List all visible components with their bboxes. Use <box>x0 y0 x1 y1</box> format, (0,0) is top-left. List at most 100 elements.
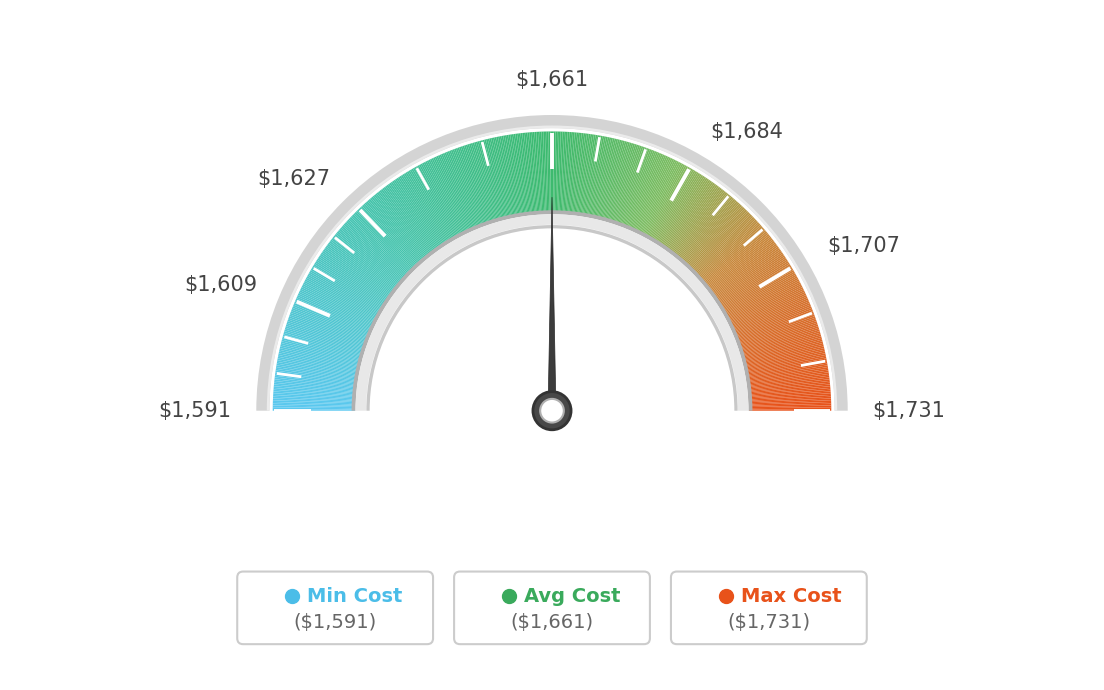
Wedge shape <box>680 199 735 262</box>
Wedge shape <box>726 279 799 319</box>
Wedge shape <box>293 306 369 338</box>
Wedge shape <box>367 201 422 264</box>
Wedge shape <box>658 175 703 245</box>
Wedge shape <box>352 215 412 273</box>
Wedge shape <box>429 159 467 233</box>
Wedge shape <box>679 197 733 260</box>
Wedge shape <box>489 138 509 219</box>
Wedge shape <box>614 146 641 224</box>
Wedge shape <box>510 135 523 216</box>
Wedge shape <box>304 281 378 320</box>
Wedge shape <box>613 145 640 224</box>
Wedge shape <box>285 326 364 352</box>
Wedge shape <box>592 137 609 218</box>
Wedge shape <box>359 208 416 268</box>
Wedge shape <box>289 315 367 344</box>
Wedge shape <box>315 263 385 307</box>
Text: $1,684: $1,684 <box>710 122 783 142</box>
Wedge shape <box>444 152 477 229</box>
Wedge shape <box>373 195 426 259</box>
Wedge shape <box>729 287 804 324</box>
Wedge shape <box>636 158 672 233</box>
Wedge shape <box>638 159 676 234</box>
Wedge shape <box>277 358 359 375</box>
Wedge shape <box>464 145 491 224</box>
Wedge shape <box>316 259 386 305</box>
Wedge shape <box>562 132 567 214</box>
Wedge shape <box>390 183 438 250</box>
Wedge shape <box>639 160 677 235</box>
Wedge shape <box>290 313 368 343</box>
Wedge shape <box>309 272 381 313</box>
Wedge shape <box>719 263 789 307</box>
Wedge shape <box>370 198 424 262</box>
Wedge shape <box>719 261 788 306</box>
Wedge shape <box>282 338 362 360</box>
FancyBboxPatch shape <box>454 571 650 644</box>
Wedge shape <box>435 157 470 232</box>
Wedge shape <box>318 257 388 303</box>
Wedge shape <box>605 141 628 221</box>
Wedge shape <box>273 397 355 402</box>
Wedge shape <box>296 297 372 331</box>
Wedge shape <box>278 353 359 371</box>
Wedge shape <box>406 171 450 242</box>
Wedge shape <box>571 132 580 215</box>
Wedge shape <box>687 207 744 268</box>
Wedge shape <box>739 323 818 350</box>
Wedge shape <box>747 374 829 386</box>
Wedge shape <box>713 251 782 299</box>
Wedge shape <box>601 140 623 220</box>
Wedge shape <box>607 143 631 221</box>
Wedge shape <box>654 171 698 242</box>
Wedge shape <box>591 137 608 217</box>
Wedge shape <box>350 217 410 275</box>
Wedge shape <box>583 135 597 216</box>
Wedge shape <box>332 237 397 289</box>
Wedge shape <box>274 381 355 391</box>
Wedge shape <box>326 245 393 295</box>
Wedge shape <box>737 318 816 346</box>
Wedge shape <box>633 156 668 231</box>
Wedge shape <box>749 393 831 400</box>
Wedge shape <box>749 381 830 391</box>
Wedge shape <box>573 133 584 215</box>
Wedge shape <box>747 372 829 385</box>
Wedge shape <box>355 214 749 411</box>
Wedge shape <box>563 132 570 214</box>
Wedge shape <box>416 166 457 239</box>
Wedge shape <box>320 254 389 301</box>
Wedge shape <box>724 276 797 317</box>
Wedge shape <box>566 132 575 214</box>
Wedge shape <box>538 132 543 214</box>
Wedge shape <box>741 328 819 353</box>
Wedge shape <box>560 132 564 214</box>
Wedge shape <box>684 204 741 266</box>
Wedge shape <box>492 137 511 218</box>
Wedge shape <box>298 293 373 329</box>
Wedge shape <box>664 181 712 249</box>
Wedge shape <box>402 174 447 244</box>
Wedge shape <box>744 346 825 366</box>
Text: Max Cost: Max Cost <box>741 587 841 606</box>
Wedge shape <box>709 241 775 292</box>
Wedge shape <box>655 172 699 243</box>
Wedge shape <box>323 249 391 298</box>
Wedge shape <box>273 409 354 411</box>
Wedge shape <box>746 364 828 379</box>
Wedge shape <box>340 227 403 282</box>
Wedge shape <box>367 225 737 411</box>
Wedge shape <box>545 132 549 214</box>
Wedge shape <box>291 310 369 340</box>
Text: $1,609: $1,609 <box>184 275 257 295</box>
Wedge shape <box>351 210 753 411</box>
Wedge shape <box>457 148 487 225</box>
Wedge shape <box>277 362 358 377</box>
Wedge shape <box>428 159 466 234</box>
Text: $1,661: $1,661 <box>516 70 588 90</box>
Wedge shape <box>749 400 831 404</box>
Wedge shape <box>355 210 414 270</box>
Wedge shape <box>582 135 596 216</box>
Wedge shape <box>686 206 743 267</box>
Wedge shape <box>735 310 813 340</box>
